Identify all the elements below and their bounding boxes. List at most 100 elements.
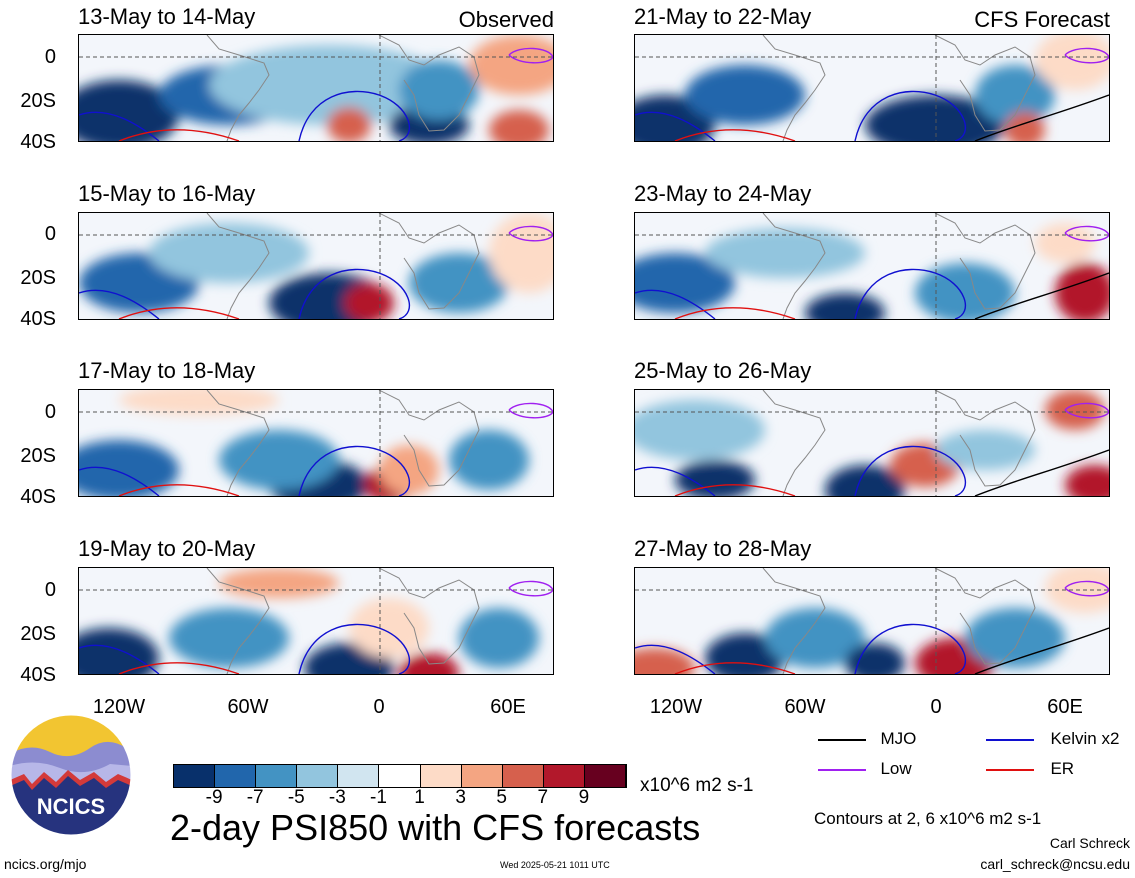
main-title: 2-day PSI850 with CFS forecasts (170, 807, 701, 848)
anomaly-region (209, 45, 449, 125)
low-contour (1064, 225, 1109, 242)
map-canvas (79, 213, 553, 319)
anomaly-region (79, 440, 179, 496)
anomaly-region (975, 65, 1055, 125)
anomaly-region (935, 430, 1035, 470)
coastline (762, 568, 1036, 674)
map-panel (634, 389, 1110, 497)
colorbar-tick-label: 1 (414, 787, 425, 808)
kelvin-contour (635, 289, 716, 319)
low-contour (1064, 402, 1109, 419)
anomaly-region (349, 598, 429, 658)
kelvin-contour (635, 644, 716, 674)
author: Carl Schreck (1049, 835, 1130, 851)
y-tick-label: 20S (20, 90, 56, 112)
y-tick-label: 40S (20, 131, 56, 153)
kelvin-contour (79, 111, 160, 141)
colorbar-swatch (215, 765, 257, 787)
anomaly-region (705, 633, 785, 674)
anomaly-region (865, 95, 1005, 141)
coastline (762, 35, 1036, 141)
x-tick-label: 60E (1047, 696, 1083, 718)
x-tick-label: 60E (490, 696, 526, 718)
anomaly-region (1065, 465, 1109, 496)
anomaly-region (635, 400, 765, 460)
kelvin-contour (635, 111, 716, 141)
er-contour (674, 662, 796, 674)
kelvin-contour (79, 466, 160, 496)
anomaly-region (489, 213, 553, 293)
anomaly-region (327, 107, 371, 141)
colorbar-swatch (174, 765, 216, 787)
kelvin-contour (79, 644, 160, 674)
timestamp: Wed 2025-05-21 1011 UTC (500, 860, 610, 870)
er-contour (118, 484, 240, 496)
x-tick-label: 0 (373, 696, 385, 718)
kelvin-contour (854, 445, 966, 496)
map-canvas (635, 35, 1109, 141)
anomaly-region (79, 80, 179, 141)
map-canvas (635, 213, 1109, 319)
anomaly-region (1055, 263, 1109, 319)
colorbar (173, 764, 627, 788)
mjo-contour (974, 449, 1109, 496)
coastline (206, 390, 480, 496)
observed-tag: Observed (458, 7, 554, 32)
kelvin-contour (854, 90, 966, 141)
map-panel (78, 34, 554, 142)
colorbar-tick-label: -7 (246, 787, 264, 808)
colorbar-tick-label: 5 (496, 787, 507, 808)
anomaly-region (915, 263, 1015, 319)
x-tick-label: 120W (649, 696, 703, 718)
er-contour (674, 307, 796, 319)
logo-text: NCICS (36, 794, 106, 819)
legend-item-er: ER (986, 760, 1074, 779)
kelvin-contour (79, 289, 160, 319)
er-contour (674, 129, 796, 141)
anomaly-region (149, 223, 309, 283)
anomaly-region (449, 430, 529, 490)
panel-title: 13-May to 14-May (78, 4, 256, 29)
anomaly-region (219, 430, 339, 490)
cfs-forecast-tag: CFS Forecast (974, 7, 1110, 32)
map-panel (634, 567, 1110, 675)
y-tick-label: 40S (20, 486, 56, 508)
y-tick-label: 0 (44, 579, 56, 601)
kelvin-contour (298, 445, 410, 496)
colorbar-tick-label: -9 (205, 787, 223, 808)
coastline (206, 35, 480, 141)
y-tick-label: 0 (44, 401, 56, 423)
colorbar-swatch (584, 765, 627, 787)
mjo-contour (974, 627, 1109, 674)
colorbar-tick-label: -3 (328, 787, 346, 808)
anomaly-region (409, 253, 509, 313)
colorbar-swatch (502, 765, 544, 787)
map-panel (634, 212, 1110, 320)
y-tick-label: 40S (20, 308, 56, 330)
kelvin-contour (298, 623, 410, 674)
panel-title: 21-May to 22-May (634, 4, 812, 29)
y-tick-label: 20S (20, 445, 56, 467)
anomaly-region (805, 293, 885, 319)
anomaly-region (1005, 112, 1045, 141)
low-contour (508, 402, 553, 419)
y-tick-label: 0 (44, 46, 56, 68)
legend-line-low (818, 768, 866, 771)
colorbar-tick-label: -1 (370, 787, 387, 808)
panel-title: 25-May to 26-May (634, 358, 812, 383)
map-panel (634, 34, 1110, 142)
colorbar-swatch (338, 765, 380, 787)
anomaly-region (469, 35, 553, 95)
coastline (762, 390, 1036, 496)
legend-label: ER (1050, 759, 1075, 778)
anomaly-region (399, 60, 479, 120)
mjo-contour (974, 94, 1109, 141)
anomaly-region (965, 608, 1065, 668)
coastline (206, 213, 480, 319)
low-contour (1064, 580, 1109, 597)
low-contour (508, 225, 553, 242)
map-canvas (79, 390, 553, 496)
x-tick-label: 120W (92, 696, 146, 718)
colorbar-swatch (461, 765, 503, 787)
y-tick-label: 20S (20, 267, 56, 289)
